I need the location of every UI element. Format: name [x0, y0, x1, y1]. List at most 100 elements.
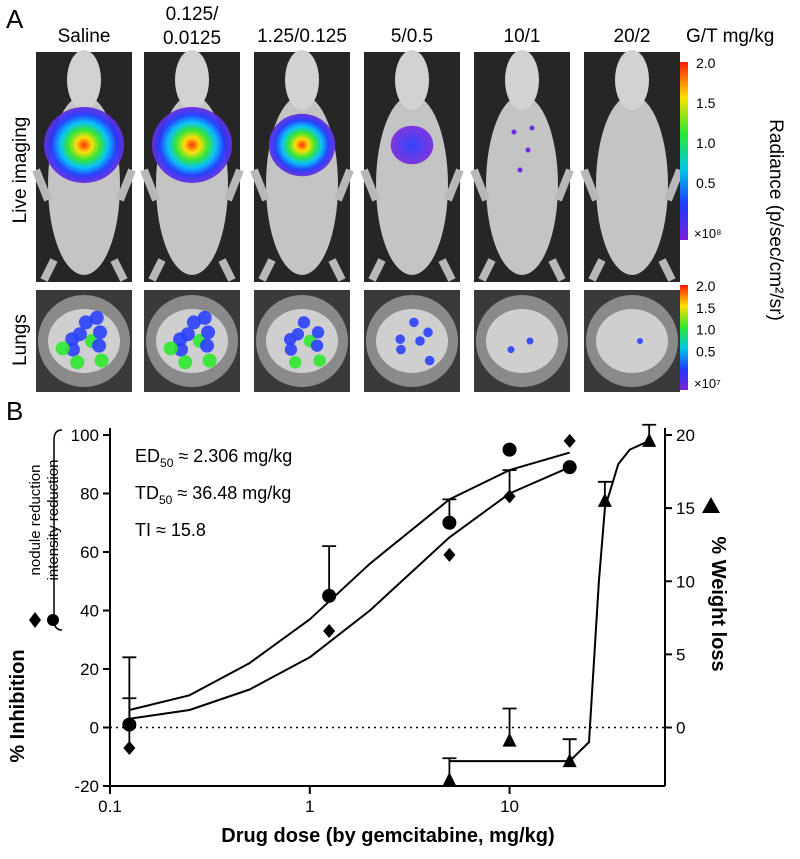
lung-signal: [202, 353, 217, 368]
lung-signal: [92, 338, 107, 353]
colorbar-tick: 1.0: [696, 135, 716, 151]
lung-signal: [180, 327, 195, 342]
lung-signal: [163, 341, 178, 356]
annotation-sub: 50: [159, 493, 173, 507]
y-axis-label: % Inhibition: [7, 649, 29, 762]
signal: [152, 107, 232, 183]
y-tick-label: 0: [90, 719, 99, 738]
colorbar-tick: 1.5: [696, 95, 716, 111]
lung-signal: [70, 355, 85, 370]
column-label: Saline: [58, 26, 111, 47]
lung-signal: [424, 355, 435, 366]
colorbar: [680, 285, 688, 390]
column-label: 1.25/0.125: [257, 26, 347, 47]
colorbar-tick: 1.5: [696, 300, 716, 316]
colorbar-label: Radiance (p/sec/cm²/sr): [765, 119, 786, 321]
annotation-text: ≈ 2.306 mg/kg: [173, 446, 292, 466]
lung-signal: [284, 343, 298, 356]
fit-curve: [129, 466, 571, 720]
mouse-body: [596, 95, 668, 275]
y-tick-label: 40: [80, 602, 99, 621]
signal: [529, 125, 535, 131]
colorbar-tick: 2.0: [696, 55, 716, 71]
annotation: ED50 ≈ 2.306 mg/kg: [135, 446, 292, 470]
signal: [44, 107, 124, 183]
x-tick-label: 1: [305, 797, 314, 816]
legend-marker: [29, 612, 41, 628]
lung-signal: [423, 327, 433, 338]
lung-signal: [197, 310, 212, 325]
signal: [511, 129, 517, 135]
data-point: [642, 432, 657, 447]
signal: [517, 167, 523, 173]
lung-signal: [409, 317, 419, 328]
y-tick-label: 60: [80, 543, 99, 562]
x-tick-label: 0.1: [98, 797, 122, 816]
colorbar-tick: 0.5: [696, 175, 716, 191]
mouse-legs: [32, 168, 136, 282]
data-point: [502, 732, 517, 747]
column-label: 10/1: [504, 26, 541, 47]
lung-signal: [297, 316, 311, 329]
mouse-legs: [250, 168, 354, 282]
legend-marker: [47, 614, 59, 626]
column-label: 20/2: [614, 26, 651, 47]
lung-signal: [173, 342, 188, 357]
mouse-head: [395, 50, 429, 110]
mouse-legs: [470, 168, 574, 282]
error-bar: [122, 656, 137, 725]
annotation-text: TD: [135, 483, 159, 503]
colorbar-tick: 0.5: [696, 343, 716, 359]
x-tick-label: 10: [500, 797, 519, 816]
row-label: Live imaging: [10, 117, 31, 224]
lung-signal: [311, 326, 325, 339]
y2-tick-label: 10: [676, 572, 695, 591]
lung-signal: [201, 325, 216, 340]
fit-curve: [129, 451, 570, 711]
lung-signal: [313, 354, 326, 367]
lung-signal: [526, 337, 534, 345]
lung-signal: [89, 310, 104, 325]
data-point: [122, 717, 137, 732]
mouse-body: [486, 95, 558, 275]
colorbar-multiplier: ×10⁷: [694, 376, 721, 391]
data-point: [503, 489, 516, 504]
lung-signal: [291, 328, 305, 341]
data-point: [562, 753, 577, 768]
error-bar: [322, 545, 337, 596]
annotation: TD50 ≈ 36.48 mg/kg: [135, 483, 291, 507]
data-point: [443, 547, 456, 562]
panel-letter: A: [6, 4, 24, 34]
panel-letter: B: [6, 396, 23, 426]
y2-tick-label: 0: [676, 719, 685, 738]
data-point: [597, 492, 612, 507]
annotation-text: ED: [135, 446, 160, 466]
annotation: TI ≈ 15.8: [135, 520, 206, 540]
mouse-body: [376, 95, 448, 275]
mouse-head: [67, 50, 101, 110]
data-point: [323, 623, 336, 638]
row-label: Lungs: [10, 314, 31, 366]
column-label: 0.0125: [163, 28, 221, 49]
panel-b: B Drug dose (by gemcitabine, mg/kg) % In…: [6, 396, 729, 847]
data-point: [442, 515, 457, 530]
mouse-legs: [580, 168, 684, 282]
data-point: [442, 772, 457, 787]
lung-signal: [507, 346, 515, 354]
lung-signal: [415, 336, 425, 346]
lung-signal: [637, 338, 643, 344]
column-label: 5/0.5: [391, 26, 433, 47]
unit-label: G/T mg/kg: [686, 26, 774, 47]
data-point: [502, 442, 517, 457]
lung-tissue: [486, 309, 558, 373]
legend-brace: [53, 429, 63, 631]
panel-a: A G/T mg/kg Live imaging Lungs Radiance …: [6, 4, 786, 392]
lung-signal: [55, 341, 70, 356]
lung-signal: [94, 353, 109, 368]
y2-tick-label: 20: [676, 426, 695, 445]
colorbar-tick: 1.0: [696, 322, 716, 338]
lung-signal: [200, 338, 215, 353]
data-point: [562, 460, 577, 475]
